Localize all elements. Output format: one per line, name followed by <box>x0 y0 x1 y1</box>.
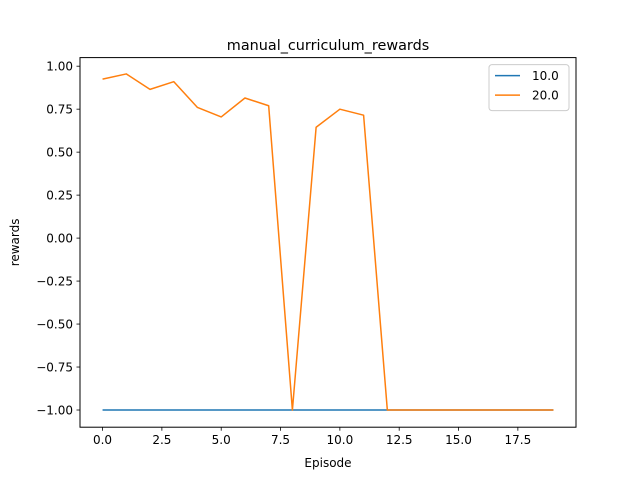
series-line-20.0 <box>102 73 554 411</box>
plot-lines <box>102 73 554 411</box>
plot-frame <box>79 57 577 428</box>
x-tick-label: 10.0 <box>327 433 354 447</box>
legend: 10.0 20.0 <box>488 64 570 112</box>
y-tick-label: 1.00 <box>46 59 73 73</box>
y-axis-label: rewards <box>8 218 22 266</box>
x-axis-label: Episode <box>304 456 351 470</box>
y-tick-label: 0.25 <box>46 188 73 202</box>
x-tick-label: 5.0 <box>212 433 231 447</box>
y-tick-label: 0.75 <box>46 102 73 116</box>
y-tick-label: −0.50 <box>36 317 73 331</box>
x-tick-label: 15.0 <box>445 433 472 447</box>
y-tick-label: 0.00 <box>46 231 73 245</box>
x-tick-label: 7.5 <box>271 433 290 447</box>
y-tick-label: −1.00 <box>36 403 73 417</box>
x-tick-label: 17.5 <box>504 433 531 447</box>
y-tick-label: −0.25 <box>36 274 73 288</box>
chart-title: manual_curriculum_rewards <box>227 38 429 54</box>
y-axis: −1.00 −0.75 −0.50 −0.25 0.00 0.25 0.50 0.75 1.00 <box>36 59 80 417</box>
x-tick-label: 0.0 <box>93 433 112 447</box>
legend-label: 20.0 <box>532 88 559 102</box>
x-tick-label: 12.5 <box>386 433 413 447</box>
legend-label: 10.0 <box>532 69 559 83</box>
y-tick-label: −0.75 <box>36 360 73 374</box>
x-axis: 0.0 2.5 5.0 7.5 10.0 12.5 15.0 17.5 <box>93 427 531 447</box>
x-tick-label: 2.5 <box>152 433 171 447</box>
y-tick-label: 0.50 <box>46 145 73 159</box>
